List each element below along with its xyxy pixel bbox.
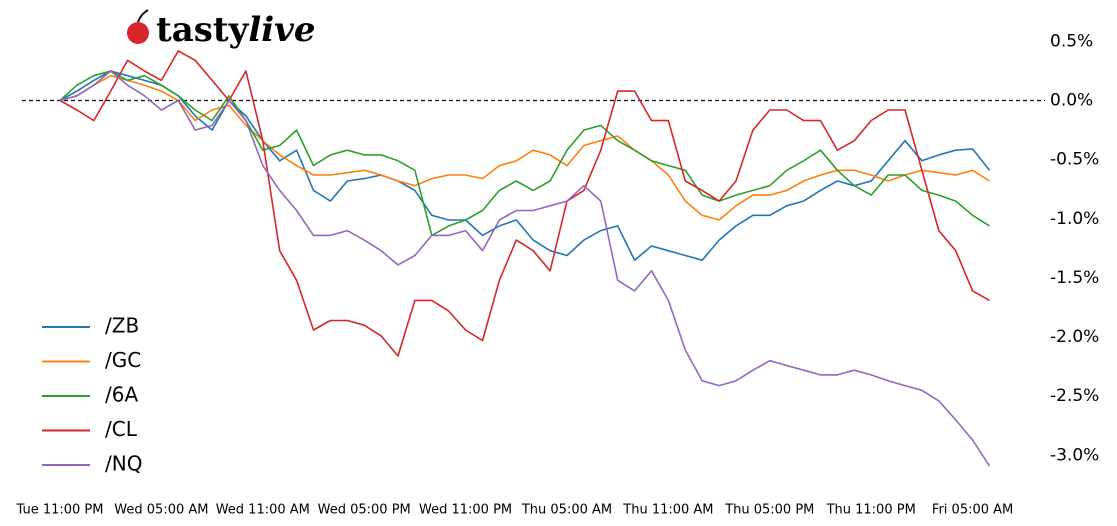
logo-word: live <box>248 10 315 50</box>
logo-word: tasty <box>156 10 250 50</box>
logo: tastylive <box>127 9 316 50</box>
legend-label: /GC <box>105 348 141 372</box>
x-tick-label: Wed 05:00 PM <box>318 503 411 518</box>
series-line <box>59 50 990 357</box>
series-line <box>59 70 991 467</box>
series-line <box>59 74 990 221</box>
legend: /ZB/GC/6A/CL/NQ <box>42 314 142 476</box>
y-tick-label: -2.0% <box>1050 327 1099 347</box>
y-tick-label: -2.5% <box>1050 386 1099 406</box>
legend-label: /NQ <box>105 452 142 476</box>
y-tick-label: -0.5% <box>1050 150 1099 170</box>
x-tick-label: Thu 05:00 PM <box>724 503 814 518</box>
legend-label: /CL <box>105 417 138 441</box>
x-tick-label: Tue 11:00 PM <box>16 503 104 518</box>
x-tick-label: Thu 05:00 AM <box>521 503 612 518</box>
x-tick-label: Wed 11:00 AM <box>216 503 310 518</box>
x-tick-label: Thu 11:00 AM <box>622 503 713 518</box>
legend-label: /ZB <box>105 314 139 338</box>
logo-cherry <box>127 22 149 44</box>
logo-stem <box>137 9 149 23</box>
x-tick-label: Thu 11:00 PM <box>826 503 916 518</box>
x-tick-label: Wed 05:00 AM <box>114 503 208 518</box>
y-tick-label: 0.0% <box>1050 91 1093 111</box>
y-tick-label: -1.5% <box>1050 268 1099 288</box>
x-tick-label: Fri 05:00 AM <box>932 503 1013 518</box>
legend-label: /6A <box>105 383 138 407</box>
y-tick-label: 0.5% <box>1050 31 1093 51</box>
x-tick-label: Wed 11:00 PM <box>419 503 512 518</box>
y-tick-label: -1.0% <box>1050 209 1099 229</box>
series-line <box>59 70 990 237</box>
series-line <box>59 70 991 261</box>
y-tick-label: -3.0% <box>1050 445 1099 465</box>
logo-text: tastylive <box>156 10 316 50</box>
